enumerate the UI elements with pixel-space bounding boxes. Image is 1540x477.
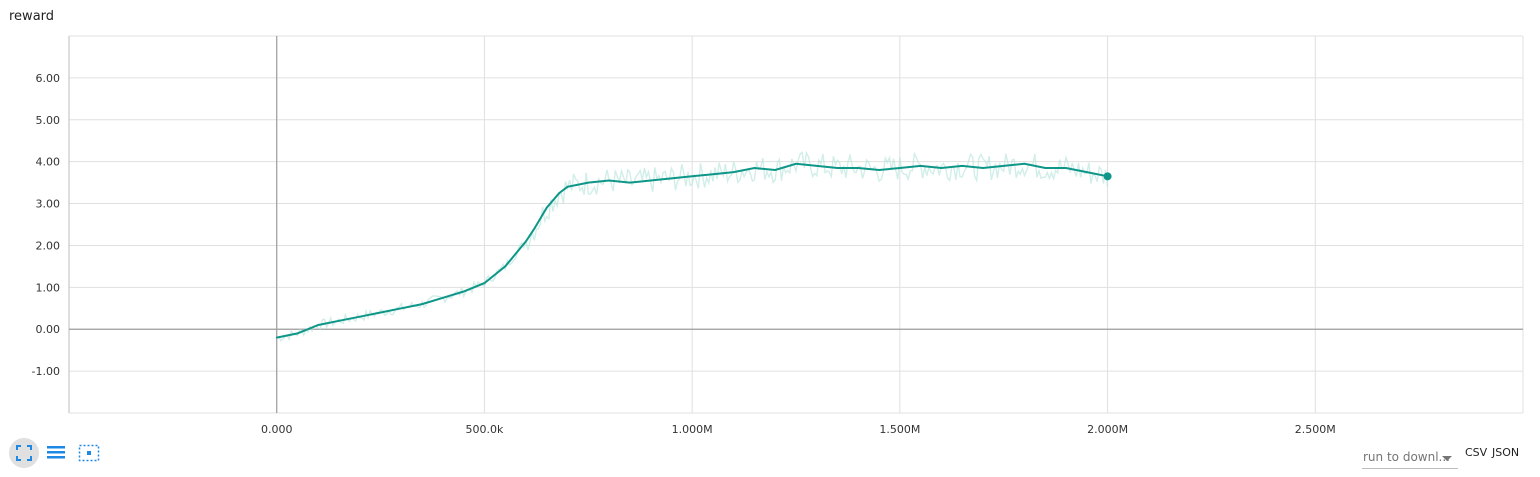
data-point [608,179,610,182]
data-point [379,311,382,314]
y-tick-label: 3.00 [36,198,61,211]
data-point [815,165,818,167]
data-point [982,167,984,169]
data-point [940,167,943,169]
data-point [462,290,465,293]
chevron-down-icon [1442,456,1452,461]
data-point [961,165,963,167]
data-point [275,336,278,339]
chart-toolbar: run to downl... CSV JSON [0,436,1540,477]
x-tick-labels: 0.000 500.0k 1.000M 1.500M 2.000M 2.500M [261,423,1336,436]
data-point [1086,171,1088,173]
data-point [774,169,777,171]
data-point [836,167,839,169]
data-point [504,265,507,268]
x-tick-label: 500.0k [465,423,503,436]
run-select[interactable]: run to downl... [1362,448,1458,469]
y-tick-label: 2.00 [36,239,61,252]
data-point [670,177,673,180]
last-data-point [1103,172,1112,181]
chart-plot[interactable]: -1.00 0.00 1.00 2.00 3.00 4.00 5.00 6.00 0.000 5… [0,0,1540,436]
data-point [483,282,486,284]
data-points [275,162,1112,339]
data-point [919,165,922,167]
data-point [1023,162,1026,165]
x-tick-label: 1.500M [879,423,920,436]
data-point [558,192,561,194]
data-point [566,186,569,188]
data-point [525,240,527,243]
y-tick-label: 5.00 [36,114,61,127]
data-point [533,227,536,230]
data-point [629,181,631,184]
data-point [712,173,714,176]
y-tick-label: 4.00 [36,156,61,169]
data-point [1044,167,1047,169]
data-point [296,332,299,335]
json-download-link[interactable]: JSON [1492,446,1520,459]
data-point [442,297,444,299]
y-tick-labels: -1.00 0.00 1.00 2.00 3.00 4.00 5.00 6.00 [32,72,60,378]
chart-title: reward [9,9,55,24]
data-point [857,167,860,169]
data-point [1065,167,1067,169]
csv-download-link[interactable]: CSV [1465,446,1488,459]
data-point [732,171,735,173]
data-point [753,167,756,169]
y-tick-label: 6.00 [36,72,61,85]
y-tick-label: 0.00 [36,323,61,336]
data-point [1002,165,1005,167]
toggle-log-icon[interactable] [41,438,71,468]
data-point [359,315,361,318]
data-point [795,162,797,165]
data-point [400,307,403,310]
data-point [587,181,590,184]
data-point [878,169,880,171]
x-tick-label: 2.500M [1295,423,1336,436]
x-tick-label: 0.000 [261,423,293,436]
run-select-value: run to downl... [1363,450,1450,464]
data-point [317,324,320,326]
axes [68,36,1524,414]
data-point [421,303,423,305]
x-tick-label: 2.000M [1087,423,1128,436]
data-point [691,175,693,178]
select-region-icon[interactable] [74,438,104,468]
y-tick-label: 1.00 [36,281,61,294]
data-point [545,206,548,209]
data-point [899,167,901,169]
data-point [338,320,340,322]
fit-domain-icon[interactable] [9,438,39,468]
x-tick-label: 1.000M [672,423,713,436]
grid-lines [69,35,1523,413]
data-point [649,179,652,182]
y-tick-label: -1.00 [32,365,60,378]
